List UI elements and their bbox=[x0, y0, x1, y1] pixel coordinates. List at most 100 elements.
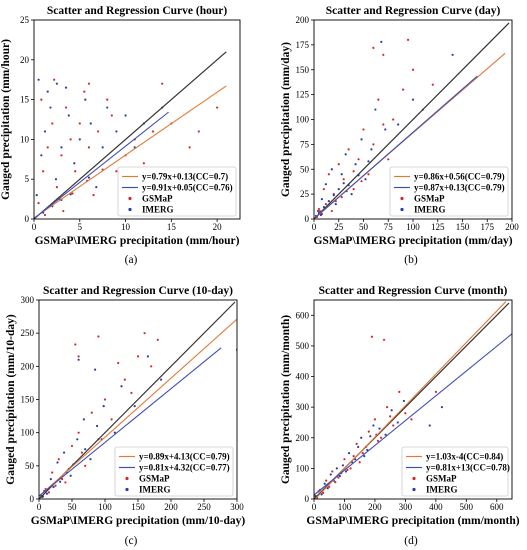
chart-1-gsmap-point bbox=[431, 83, 434, 86]
chart-2-gsmap-point bbox=[117, 361, 120, 365]
chart-0-imerg-point bbox=[40, 154, 43, 157]
chart-0-imerg-point bbox=[84, 98, 87, 101]
chart-1-imerg-point bbox=[344, 153, 347, 156]
chart-1-imerg-point bbox=[334, 202, 337, 206]
chart-0-plot-area bbox=[34, 51, 227, 219]
chart-1-legend-label: y=0.87x+0.13(CC=0.79) bbox=[414, 183, 505, 193]
chart-3-imerg-point bbox=[329, 473, 332, 476]
chart-2-legend-label: y=0.89x+4.13(CC=0.79) bbox=[139, 452, 230, 462]
chart-1-x-tick-label: 0 bbox=[312, 222, 317, 232]
chart-2-gsmap-point bbox=[150, 365, 153, 368]
chart-1-gsmap-point bbox=[347, 148, 350, 151]
chart-1-imerg-point bbox=[374, 108, 377, 111]
chart-1-imerg-point bbox=[350, 193, 353, 196]
chart-1-imerg-point bbox=[327, 199, 330, 203]
chart-0-gsmap-point bbox=[53, 78, 56, 81]
chart-2-imerg-point bbox=[94, 368, 97, 371]
chart-2-imerg-point bbox=[62, 451, 66, 454]
chart-1-y-axis-label: Gauged precipitation (mm/day) bbox=[280, 42, 292, 197]
chart-1-legend-swatch bbox=[400, 196, 404, 201]
chart-0-gsmap-point bbox=[60, 154, 63, 157]
chart-3-y-tick-label: 400 bbox=[296, 372, 310, 382]
chart-3-legend: y=1.03x-4(CC=0.84)y=0.81x+13(CC=0.78)GSM… bbox=[401, 446, 510, 497]
chart-3-gsmap-point bbox=[404, 412, 407, 415]
chart-2-gsmap-point bbox=[54, 484, 57, 487]
chart-2-y-tick-label: 200 bbox=[21, 361, 35, 371]
chart-1-y-tick-label: 150 bbox=[296, 65, 310, 75]
chart-3-legend-swatch bbox=[412, 476, 416, 481]
chart-1-gsmap-point bbox=[392, 118, 395, 121]
chart-2-legend: y=0.89x+4.13(CC=0.79)y=0.81x+4.32(CC=0.7… bbox=[114, 446, 234, 497]
chart-0-imerg-point bbox=[55, 82, 58, 85]
chart-3-imerg-point bbox=[338, 474, 341, 478]
chart-0-legend-box bbox=[117, 166, 237, 217]
chart-0-imerg-point bbox=[89, 122, 92, 125]
chart-3-gsmap-point bbox=[346, 468, 349, 472]
chart-0-imerg-point bbox=[54, 178, 58, 181]
chart-1-gsmap-point bbox=[337, 163, 340, 166]
chart-1-x-tick-label: 150 bbox=[456, 222, 470, 232]
chart-3-gsmap-point bbox=[379, 436, 383, 439]
chart-3-gsmap-point bbox=[376, 439, 380, 442]
chart-2-gsmap-point bbox=[156, 338, 159, 341]
chart-3-x-tick-label: 100 bbox=[338, 502, 352, 512]
caption-b: (b) bbox=[404, 254, 418, 266]
chart-3-gsmap-point bbox=[358, 461, 361, 464]
chart-3-x-tick-label: 500 bbox=[460, 502, 474, 512]
chart-1-y-tick-label: 0 bbox=[305, 214, 310, 224]
chart-1-x-tick-label: 125 bbox=[431, 222, 445, 232]
chart-2-gsmap-point bbox=[77, 431, 80, 434]
chart-1-x-tick-label: 50 bbox=[359, 222, 369, 232]
chart-3-imerg-point bbox=[372, 424, 375, 427]
chart-1-legend-label: IMERG bbox=[414, 205, 446, 215]
chart-3-gsmap-point bbox=[355, 442, 358, 445]
chart-2-legend-label: IMERG bbox=[139, 485, 171, 495]
caption-d: (d) bbox=[404, 535, 418, 547]
chart-1-imerg-point bbox=[354, 163, 357, 166]
chart-2-gsmap-point bbox=[90, 411, 93, 414]
chart-1-gsmap-point bbox=[372, 46, 375, 49]
chart-0-y-tick-label: 10 bbox=[20, 134, 30, 144]
chart-3-imerg-point bbox=[369, 435, 372, 438]
chart-1-imerg-point bbox=[380, 40, 383, 43]
chart-2-imerg-point bbox=[76, 438, 79, 441]
chart-2-y-tick-label: 50 bbox=[25, 461, 35, 471]
chart-2-gsmap-point bbox=[80, 451, 83, 454]
chart-0-gsmap-point bbox=[188, 146, 191, 149]
chart-0-gsmap-point bbox=[106, 98, 109, 101]
chart-0-legend-label: y=0.79x+0.13(CC=0.7) bbox=[142, 172, 228, 182]
chart-2-legend-label: GSMaP bbox=[139, 474, 170, 484]
chart-1-imerg-point bbox=[316, 209, 320, 213]
chart-3-legend-swatch bbox=[412, 487, 416, 492]
chart-3-gsmap-point bbox=[373, 418, 377, 421]
chart-1-gsmap-point bbox=[406, 38, 410, 42]
chart-0-gsmap-point bbox=[71, 192, 74, 195]
chart-0-imerg-point bbox=[73, 162, 76, 165]
chart-1-gsmap-point bbox=[327, 173, 330, 176]
chart-0-gsmap-point bbox=[46, 146, 49, 149]
chart-0-x-tick-label: 10 bbox=[121, 222, 131, 232]
chart-3-gsmap-point bbox=[352, 455, 355, 458]
chart-2-gsmap-point bbox=[61, 478, 64, 481]
chart-0-gsmap-point bbox=[92, 194, 95, 197]
chart-3-gsmap-point bbox=[343, 458, 346, 461]
chart-3-y-tick-label: 0 bbox=[305, 494, 310, 504]
chart-0-y-axis-label: Gauged precipitation (mm/hour) bbox=[0, 39, 12, 200]
chart-1-legend-box bbox=[389, 166, 509, 217]
chart-2-gsmap-point bbox=[123, 378, 126, 381]
chart-2-y-tick-label: 150 bbox=[21, 395, 35, 405]
chart-0-legend-label: y=0.91x+0.05(CC=0.76) bbox=[142, 183, 233, 193]
chart-3-legend-label: IMERG bbox=[426, 485, 458, 495]
chart-1-imerg-point bbox=[332, 194, 335, 197]
chart-3-imerg-point bbox=[341, 464, 345, 467]
chart-0-regression-line-0 bbox=[34, 85, 227, 219]
chart-1-gsmap-point bbox=[377, 98, 380, 101]
chart-1-imerg-point bbox=[411, 98, 415, 101]
chart-1-gsmap-point bbox=[317, 207, 321, 211]
chart-3-imerg-point bbox=[360, 436, 363, 439]
chart-3-plot-area bbox=[314, 301, 512, 499]
chart-0-gsmap-point bbox=[151, 130, 155, 133]
chart-2-imerg-point bbox=[95, 424, 99, 428]
chart-0-gsmap-point bbox=[87, 82, 91, 85]
chart-2-gsmap-point bbox=[110, 418, 113, 421]
